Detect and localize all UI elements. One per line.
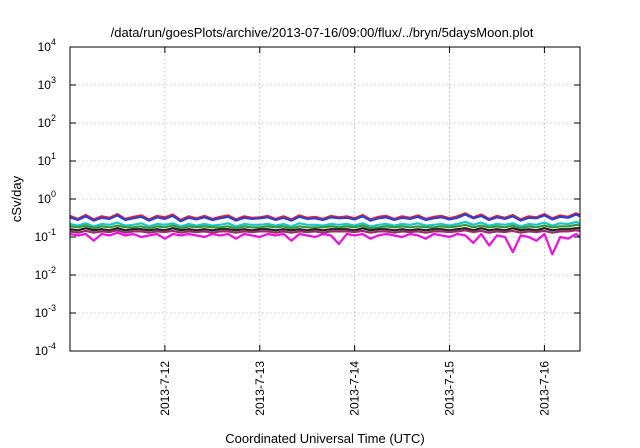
y-tick-label: 10-4 [35, 341, 56, 358]
series-line-7 [69, 231, 581, 256]
y-tick-label: 102 [38, 113, 56, 130]
series-line-3 [69, 220, 581, 228]
grid-layer [70, 47, 580, 351]
y-tick-labels: 10-4 10-3 10-2 10-1 100 101 102 103 104 [35, 37, 56, 358]
y-tick-label: 10-1 [35, 227, 56, 244]
x-tick-label: 2013-7-14 [348, 361, 362, 416]
series-layer [69, 212, 581, 256]
series-line-1 [69, 212, 581, 222]
y-tick-label: 103 [38, 75, 56, 92]
series-line-5 [69, 227, 580, 232]
x-axis-label: Coordinated Universal Time (UTC) [225, 431, 424, 446]
x-tick-label: 2013-7-16 [537, 361, 551, 416]
y-axis-label: cSv/day [9, 175, 24, 222]
series-line-6 [69, 229, 581, 234]
y-tick-label: 104 [38, 37, 56, 54]
x-tick-label: 2013-7-12 [158, 361, 172, 416]
series-line-4 [69, 223, 581, 230]
series-line-2 [69, 213, 581, 223]
x-tick-labels: 2013-7-12 2013-7-13 2013-7-14 2013-7-15 2013… [158, 361, 552, 416]
y-tick-label: 100 [38, 189, 56, 206]
x-tick-label: 2013-7-15 [443, 361, 457, 416]
chart-title: /data/run/goesPlots/archive/2013-07-16/0… [111, 25, 534, 40]
y-tick-label: 10-3 [35, 303, 56, 320]
y-tick-label: 101 [38, 151, 56, 168]
plot-frame [69, 46, 581, 352]
y-tick-label: 10-2 [35, 265, 56, 282]
x-tick-label: 2013-7-13 [253, 361, 267, 416]
